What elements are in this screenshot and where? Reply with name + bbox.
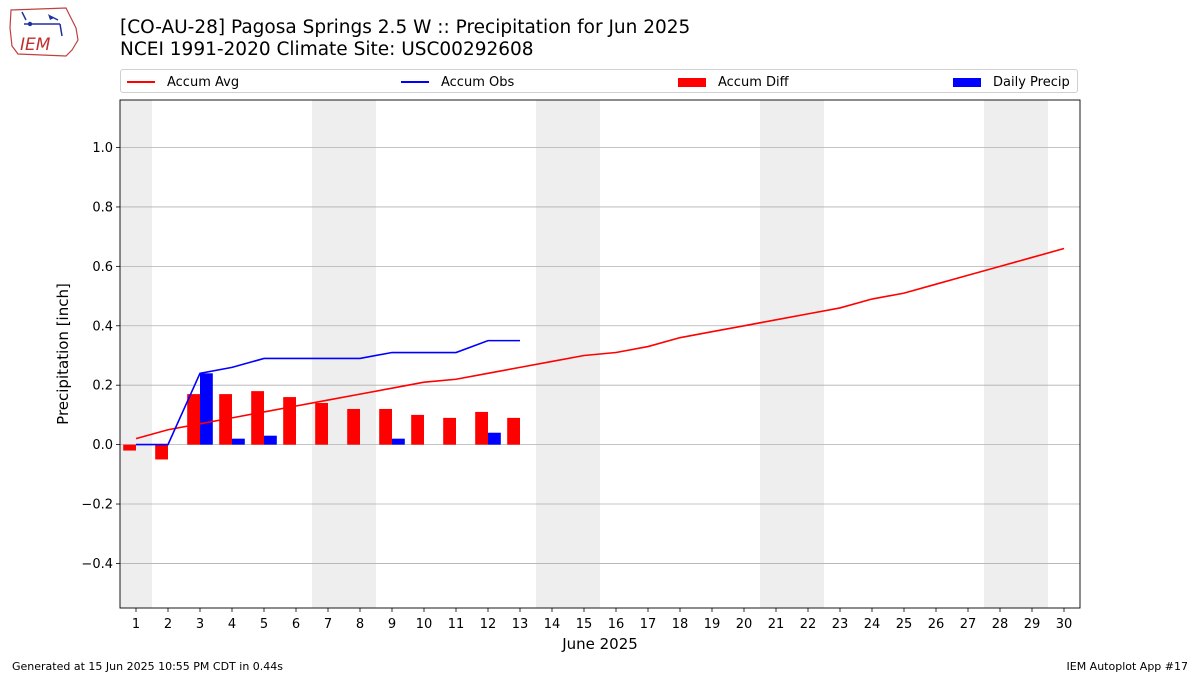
x-tick-label: 3 xyxy=(196,617,204,632)
accum-diff-bar xyxy=(347,408,360,445)
x-tick-label: 15 xyxy=(576,617,593,632)
legend-swatch-accum-avg xyxy=(127,81,155,83)
daily-precip-bar xyxy=(264,435,277,445)
x-tick-label: 24 xyxy=(864,617,881,632)
x-tick-label: 14 xyxy=(544,617,561,632)
x-tick-label: 21 xyxy=(768,617,785,632)
x-tick-label: 5 xyxy=(260,617,268,632)
legend-label-accum-avg: Accum Avg xyxy=(167,74,240,90)
y-tick-label: 0.0 xyxy=(92,438,113,453)
iem-logo-text: IEM xyxy=(20,35,51,55)
iem-logo-graphic: IEM xyxy=(9,7,79,57)
accum-diff-bar xyxy=(379,408,392,445)
legend-label-accum-obs: Accum Obs xyxy=(441,74,515,90)
x-axis-label: June 2025 xyxy=(561,635,638,653)
x-tick-label: 7 xyxy=(324,617,332,632)
x-tick-label: 29 xyxy=(1024,617,1041,632)
x-tick-label: 25 xyxy=(896,617,913,632)
iem-logo: IEM xyxy=(8,6,80,58)
accum-diff-bar xyxy=(411,414,424,445)
x-tick-label: 4 xyxy=(228,617,236,632)
x-tick-label: 13 xyxy=(512,617,529,632)
weekend-shade xyxy=(1016,100,1048,608)
daily-precip-bar xyxy=(232,438,245,445)
x-tick-label: 8 xyxy=(356,617,364,632)
accum-obs-line xyxy=(136,339,520,446)
x-tick-label: 22 xyxy=(800,617,817,632)
accum-avg-line xyxy=(135,247,1065,440)
x-tick-label: 11 xyxy=(448,617,465,632)
accum-diff-bar xyxy=(283,397,296,445)
accum-diff-bar xyxy=(187,394,200,445)
x-tick-label: 18 xyxy=(672,617,689,632)
plot-frame xyxy=(119,99,1081,609)
chart-title-line2: NCEI 1991-2020 Climate Site: USC00292608 xyxy=(120,39,534,60)
legend-swatch-accum-obs xyxy=(401,81,429,83)
x-tick-label: 26 xyxy=(928,617,945,632)
accum-diff-bar xyxy=(251,391,264,445)
weekend-shade xyxy=(344,100,376,608)
daily-precip-bar xyxy=(200,373,213,445)
x-tick-label: 1 xyxy=(132,617,140,632)
y-tick-label: 0.6 xyxy=(92,260,113,275)
x-tick-label: 27 xyxy=(960,617,977,632)
x-tick-label: 12 xyxy=(480,617,497,632)
x-tick-label: 10 xyxy=(416,617,433,632)
y-tick-label: −0.4 xyxy=(81,557,113,572)
y-tick-label: −0.2 xyxy=(81,498,113,513)
chart-title: [CO-AU-28] Pagosa Springs 2.5 W :: Preci… xyxy=(120,17,690,61)
accum-diff-bar xyxy=(315,403,328,445)
x-tick-label: 17 xyxy=(640,617,657,632)
x-tick-label: 9 xyxy=(388,617,396,632)
accum-diff-bar xyxy=(155,444,168,460)
x-tick-label: 6 xyxy=(292,617,300,632)
daily-precip-bar xyxy=(488,432,501,445)
chart-title-line1: [CO-AU-28] Pagosa Springs 2.5 W :: Preci… xyxy=(120,17,691,38)
weekend-shade xyxy=(120,100,152,608)
legend-item-accum-obs: Accum Obs xyxy=(401,70,514,94)
accum-diff-bar xyxy=(507,417,520,445)
x-tick-label: 20 xyxy=(736,617,753,632)
legend-item-daily-precip: Daily Precip xyxy=(953,70,1070,94)
daily-precip-bar xyxy=(392,438,405,445)
accum-diff-bar xyxy=(123,444,136,451)
legend-label-daily-precip: Daily Precip xyxy=(993,74,1070,90)
chart-legend: Accum Avg Accum Obs Accum Diff Daily Pre… xyxy=(120,69,1078,93)
y-tick-label: 0.2 xyxy=(92,379,113,394)
y-tick-label: 0.8 xyxy=(92,200,113,215)
legend-item-accum-avg: Accum Avg xyxy=(127,70,239,94)
generated-timestamp: Generated at 15 Jun 2025 10:55 PM CDT in… xyxy=(12,660,284,673)
legend-item-accum-diff: Accum Diff xyxy=(678,70,789,94)
x-tick-label: 28 xyxy=(992,617,1009,632)
x-tick-label: 16 xyxy=(608,617,625,632)
weekend-shade xyxy=(792,100,824,608)
weekend-shade xyxy=(984,100,1016,608)
legend-swatch-daily-precip xyxy=(953,77,981,87)
x-tick-label: 2 xyxy=(164,617,172,632)
app-credit: IEM Autoplot App #17 xyxy=(1066,660,1189,673)
weekend-shade xyxy=(760,100,792,608)
accum-diff-bar xyxy=(475,411,488,445)
x-tick-label: 19 xyxy=(704,617,721,632)
x-tick-label: 23 xyxy=(832,617,849,632)
legend-swatch-accum-diff xyxy=(678,77,706,87)
y-axis-label: Precipitation [inch] xyxy=(54,283,72,425)
legend-label-accum-diff: Accum Diff xyxy=(718,74,789,90)
y-tick-label: 1.0 xyxy=(92,141,113,156)
x-tick-label: 30 xyxy=(1056,617,1073,632)
y-tick-label: 0.4 xyxy=(92,319,113,334)
weekend-shade xyxy=(536,100,568,608)
accum-diff-bar xyxy=(443,417,456,445)
weekend-shade xyxy=(312,100,344,608)
